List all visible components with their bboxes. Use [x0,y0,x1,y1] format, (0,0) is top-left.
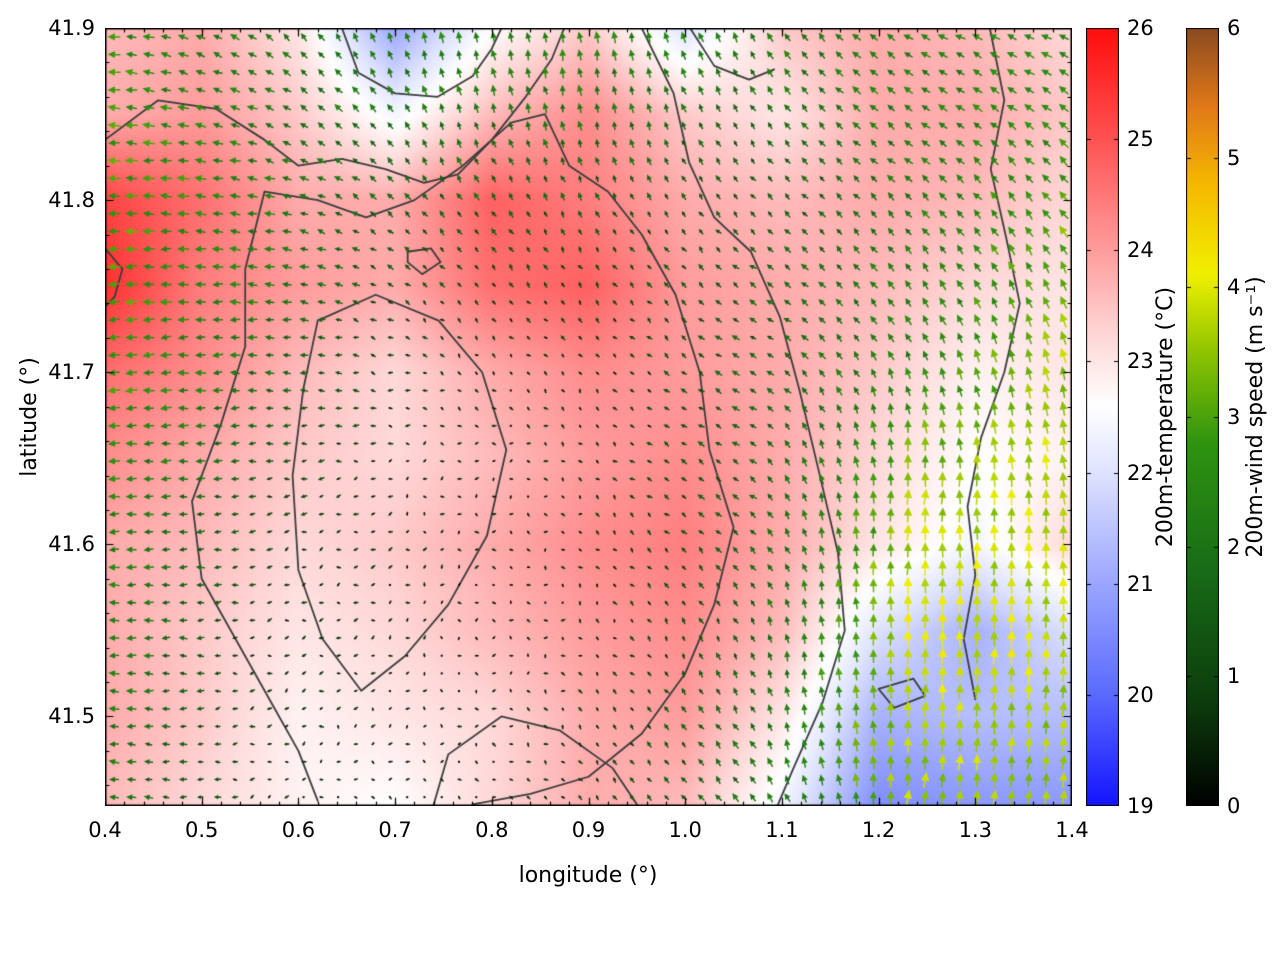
temperature-colorbar-tick-label: 21 [1127,571,1154,596]
wind-colorbar-tick-label: 5 [1227,145,1241,170]
y-tick-label: 41.8 [48,188,95,213]
temperature-colorbar-tick-label: 20 [1127,682,1154,707]
y-axis-label: latitude (°) [17,357,42,477]
x-tick-label: 1.0 [668,818,702,842]
temperature-colorbar-tick-label: 23 [1127,349,1154,374]
wind-colorbar-tick-label: 0 [1227,794,1241,818]
temperature-colorbar-tick-label: 19 [1127,794,1154,818]
wind-colorbar-tick-label: 4 [1227,275,1241,300]
temperature-colorbar-tick-label: 24 [1127,238,1154,263]
x-tick-label: 1.1 [765,818,799,842]
wind-colorbar-tick-label: 1 [1227,664,1241,689]
y-tick-label: 41.5 [48,704,95,729]
wind-colorbar-tick-label: 2 [1227,534,1241,559]
map-plot-canvas [105,28,1072,806]
y-tick-label: 41.7 [48,360,95,385]
wind-colorbar-tick-label: 6 [1227,16,1241,40]
wind-colorbar-tick-label: 3 [1227,405,1241,429]
temperature-colorbar-tick-label: 26 [1127,16,1154,40]
x-tick-label: 0.6 [281,818,316,842]
x-tick-label: 1.3 [958,818,992,842]
y-tick-label: 41.9 [48,16,95,40]
wind-colorbar [1186,28,1219,806]
x-tick-label: 0.8 [475,818,509,842]
y-tick-label: 41.6 [48,532,95,557]
x-tick-label: 1.2 [861,818,896,842]
x-tick-label: 0.7 [378,818,412,842]
x-axis-label: longitude (°) [518,863,658,888]
temperature-colorbar-tick-label: 22 [1127,460,1154,485]
x-tick-label: 0.5 [184,818,219,842]
x-tick-label: 0.9 [571,818,606,842]
temperature-colorbar [1086,28,1119,806]
x-tick-label: 0.4 [88,818,122,842]
x-tick-label: 1.4 [1055,818,1089,842]
temperature-colorbar-label: 200m-temperature (°C) [1153,286,1178,548]
temperature-colorbar-tick-label: 25 [1127,127,1154,152]
